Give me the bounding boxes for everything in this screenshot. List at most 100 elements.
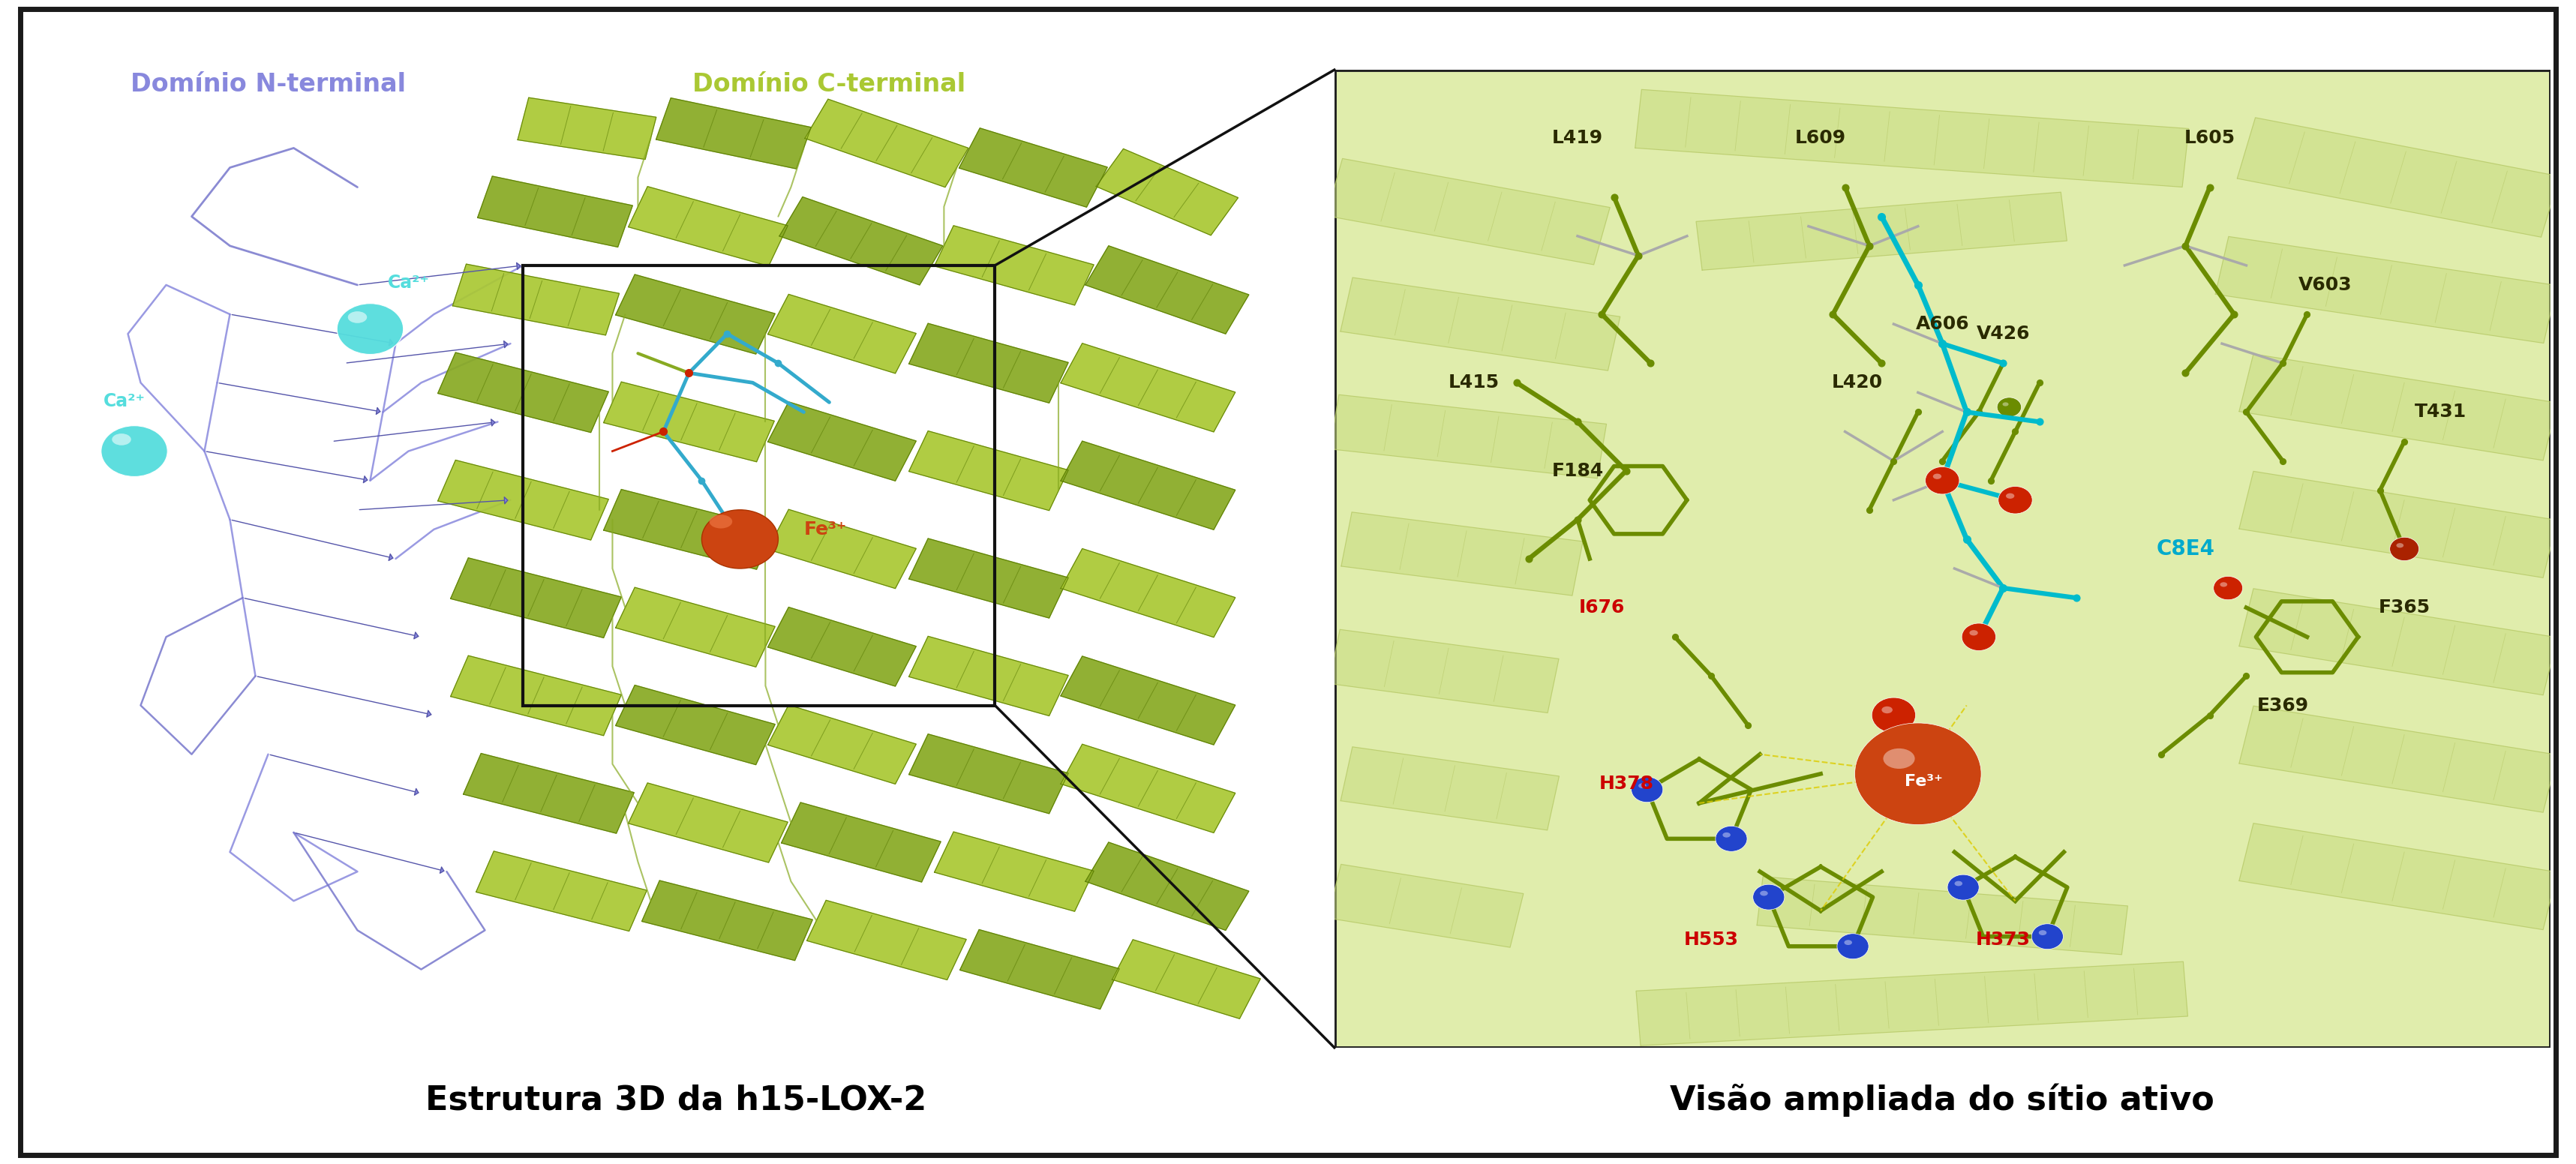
Ellipse shape bbox=[701, 510, 778, 568]
Text: F365: F365 bbox=[2378, 598, 2429, 617]
Ellipse shape bbox=[1999, 487, 2032, 513]
Polygon shape bbox=[781, 802, 940, 882]
Polygon shape bbox=[1061, 656, 1236, 745]
Polygon shape bbox=[1340, 277, 1620, 370]
Text: I676: I676 bbox=[1579, 598, 1625, 617]
Ellipse shape bbox=[2221, 582, 2228, 587]
Text: H378: H378 bbox=[1600, 774, 1654, 793]
Ellipse shape bbox=[1883, 748, 1914, 768]
Polygon shape bbox=[616, 275, 775, 354]
Ellipse shape bbox=[708, 514, 732, 528]
Ellipse shape bbox=[2396, 544, 2403, 548]
Ellipse shape bbox=[2391, 538, 2419, 561]
Polygon shape bbox=[2239, 471, 2558, 577]
Polygon shape bbox=[438, 353, 608, 433]
Polygon shape bbox=[768, 402, 917, 481]
Ellipse shape bbox=[1924, 467, 1960, 495]
Polygon shape bbox=[1340, 747, 1558, 830]
Text: Ca²⁺: Ca²⁺ bbox=[103, 392, 144, 410]
Ellipse shape bbox=[1752, 885, 1785, 910]
Ellipse shape bbox=[2032, 924, 2063, 950]
Text: V426: V426 bbox=[1976, 325, 2030, 343]
Text: Visão ampliada do sítio ativo: Visão ampliada do sítio ativo bbox=[1669, 1084, 2215, 1116]
Text: F184: F184 bbox=[1551, 462, 1602, 480]
Ellipse shape bbox=[1963, 623, 1996, 651]
Text: Ca²⁺: Ca²⁺ bbox=[386, 274, 430, 292]
Ellipse shape bbox=[1947, 874, 1978, 900]
Polygon shape bbox=[616, 686, 775, 765]
Polygon shape bbox=[2239, 823, 2558, 930]
Polygon shape bbox=[806, 900, 966, 980]
Polygon shape bbox=[1061, 744, 1236, 832]
Polygon shape bbox=[909, 539, 1069, 618]
Ellipse shape bbox=[1716, 826, 1747, 852]
Polygon shape bbox=[1327, 865, 1522, 947]
Polygon shape bbox=[641, 880, 811, 960]
Polygon shape bbox=[1061, 548, 1236, 637]
Polygon shape bbox=[629, 186, 788, 267]
Ellipse shape bbox=[1855, 723, 1981, 824]
Ellipse shape bbox=[1955, 881, 1963, 886]
Text: L609: L609 bbox=[1795, 129, 1847, 148]
Ellipse shape bbox=[1723, 832, 1731, 837]
Polygon shape bbox=[1113, 939, 1260, 1018]
Text: L605: L605 bbox=[2184, 129, 2236, 148]
Ellipse shape bbox=[1631, 776, 1664, 802]
Ellipse shape bbox=[100, 426, 167, 476]
Text: Domínio N-terminal: Domínio N-terminal bbox=[131, 72, 407, 97]
Ellipse shape bbox=[111, 433, 131, 446]
Polygon shape bbox=[603, 489, 775, 569]
Polygon shape bbox=[935, 226, 1095, 305]
Polygon shape bbox=[451, 655, 621, 736]
Polygon shape bbox=[768, 294, 917, 374]
Ellipse shape bbox=[1932, 474, 1942, 480]
Text: V603: V603 bbox=[2298, 276, 2352, 294]
Polygon shape bbox=[603, 382, 775, 462]
Ellipse shape bbox=[2007, 494, 2014, 498]
Polygon shape bbox=[616, 588, 775, 667]
Polygon shape bbox=[2239, 589, 2558, 695]
Polygon shape bbox=[1636, 90, 2190, 187]
Polygon shape bbox=[768, 510, 917, 589]
Ellipse shape bbox=[1971, 630, 1978, 636]
Polygon shape bbox=[2236, 118, 2561, 237]
Polygon shape bbox=[453, 264, 618, 335]
Polygon shape bbox=[768, 705, 917, 785]
Text: L419: L419 bbox=[1551, 129, 1602, 148]
Ellipse shape bbox=[1996, 397, 2022, 417]
Polygon shape bbox=[909, 637, 1069, 716]
Polygon shape bbox=[1097, 149, 1239, 235]
Polygon shape bbox=[629, 783, 788, 863]
Text: Fe³⁺: Fe³⁺ bbox=[804, 520, 848, 539]
Text: Domínio C-terminal: Domínio C-terminal bbox=[693, 72, 966, 97]
Polygon shape bbox=[1061, 441, 1236, 530]
Text: C8E4: C8E4 bbox=[2156, 539, 2215, 560]
Polygon shape bbox=[1061, 343, 1236, 432]
Ellipse shape bbox=[1873, 697, 1917, 733]
Ellipse shape bbox=[2002, 403, 2009, 406]
Polygon shape bbox=[2215, 236, 2558, 343]
Polygon shape bbox=[961, 930, 1121, 1009]
Polygon shape bbox=[1636, 961, 2187, 1045]
Polygon shape bbox=[958, 128, 1108, 207]
Text: L420: L420 bbox=[1832, 374, 1883, 392]
Polygon shape bbox=[2239, 354, 2558, 461]
Text: H553: H553 bbox=[1685, 931, 1739, 949]
Polygon shape bbox=[1084, 246, 1249, 334]
Ellipse shape bbox=[1880, 707, 1893, 714]
Polygon shape bbox=[804, 99, 969, 187]
Text: E369: E369 bbox=[2257, 696, 2308, 715]
Ellipse shape bbox=[1837, 934, 1868, 959]
Polygon shape bbox=[781, 197, 943, 285]
Text: Estrutura 3D da h15-LOX-2: Estrutura 3D da h15-LOX-2 bbox=[425, 1084, 927, 1116]
Polygon shape bbox=[935, 832, 1095, 911]
Polygon shape bbox=[1757, 876, 2128, 954]
Text: A606: A606 bbox=[1917, 315, 1968, 333]
Polygon shape bbox=[477, 176, 634, 247]
Polygon shape bbox=[1329, 395, 1607, 478]
Polygon shape bbox=[909, 324, 1069, 403]
Polygon shape bbox=[451, 558, 621, 638]
Ellipse shape bbox=[1638, 783, 1646, 788]
Ellipse shape bbox=[1759, 890, 1767, 896]
Ellipse shape bbox=[2038, 930, 2045, 935]
